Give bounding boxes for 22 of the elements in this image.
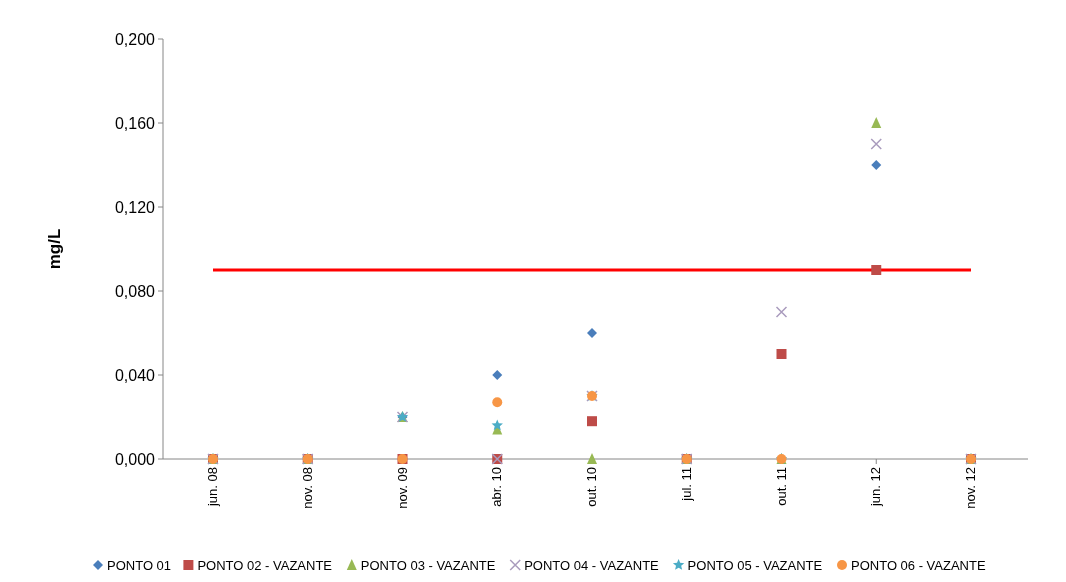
x-tick-label: nov. 09: [394, 467, 410, 509]
x-tick-label: jun. 08: [205, 467, 220, 508]
y-tick-label: 0,120: [114, 198, 156, 216]
x-tick-label: jun. 12: [868, 467, 884, 508]
x-tick-label: out. 10: [584, 467, 599, 507]
x-tick-label: nov. 12: [963, 467, 978, 509]
y-tick-label: 0,160: [114, 114, 156, 132]
x-tick-label: jul. 11: [678, 467, 694, 502]
x-tick-label: abr. 10: [489, 467, 505, 507]
x-tick-label: nov. 08: [299, 467, 315, 509]
y-axis-title: mg/L: [45, 228, 64, 270]
legend-label: PONTO 05 - VAZANTE: [687, 557, 823, 573]
legend-label: PONTO 01: [107, 557, 172, 573]
legend-label: PONTO 04 - VAZANTE: [524, 557, 660, 573]
y-tick-label: 0,080: [114, 282, 156, 300]
legend-label: PONTO 02 - VAZANTE: [197, 557, 333, 573]
legend-label: PONTO 06 - VAZANTE: [851, 557, 986, 573]
x-tick-label: out. 11: [773, 467, 789, 506]
y-tick-label: 0,040: [114, 366, 156, 384]
legend-label: PONTO 03 - VAZANTE: [360, 557, 496, 573]
y-tick-label: 0,000: [114, 450, 156, 468]
y-tick-label: 0,200: [114, 30, 156, 48]
